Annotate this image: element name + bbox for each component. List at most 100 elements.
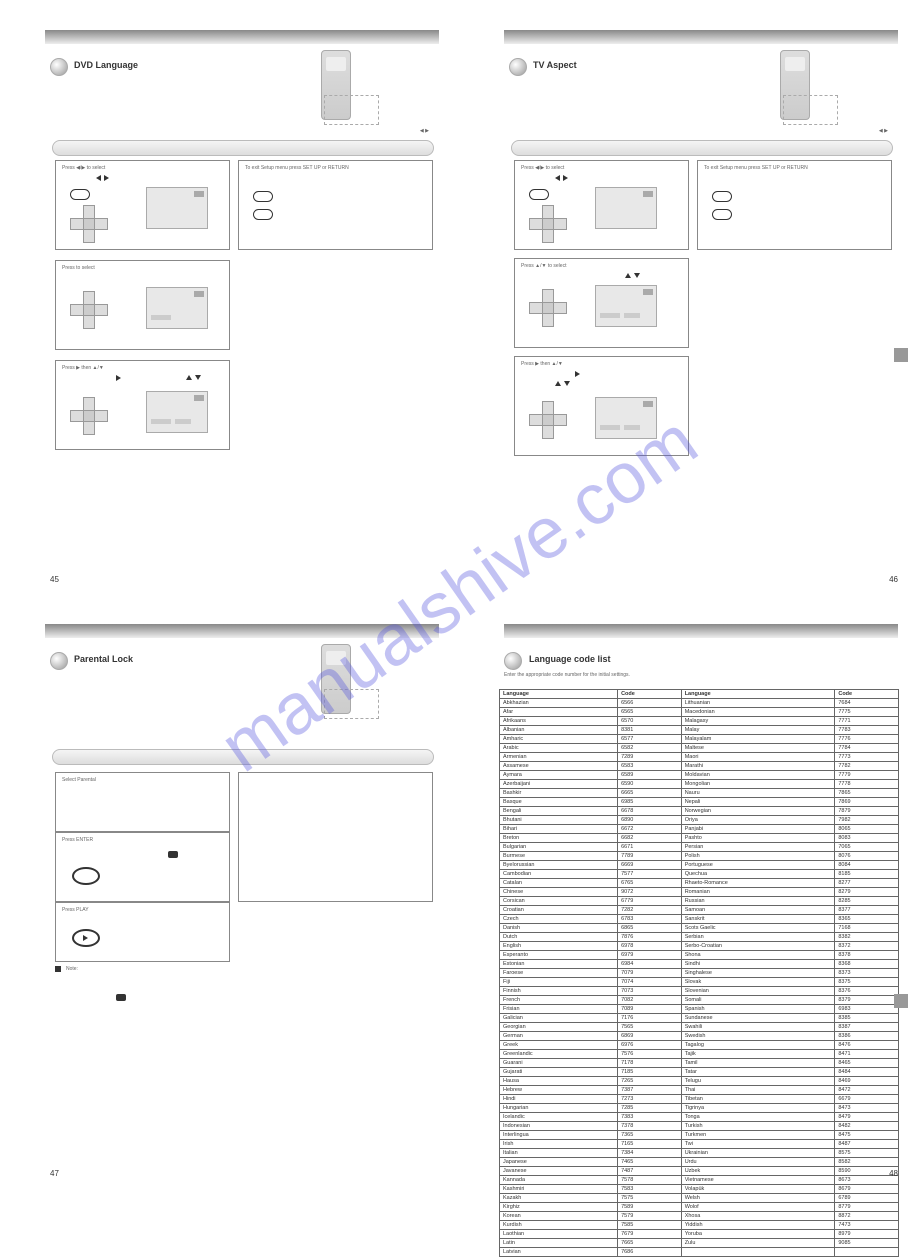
table-row: Estonian6984Sindhi8368	[500, 960, 899, 969]
table-cell: Wolof	[681, 1203, 835, 1212]
table-row: Afar6565Macedonian7775	[500, 708, 899, 717]
table-cell: Thai	[681, 1086, 835, 1095]
table-cell: 6865	[618, 924, 682, 933]
table-cell: 6869	[618, 1032, 682, 1041]
table-cell: Quechua	[681, 870, 835, 879]
arrows	[555, 175, 568, 183]
step1-label: Select Parental	[62, 777, 96, 783]
table-cell: 6765	[618, 879, 682, 888]
exit-label: To exit Setup menu press SET UP or RETUR…	[245, 165, 349, 171]
table-row: Latin7665Zulu9085	[500, 1239, 899, 1248]
table-cell: Korean	[500, 1212, 618, 1221]
step2-label: Press to select	[62, 265, 95, 271]
table-cell: Catalan	[500, 879, 618, 888]
section-pill	[511, 140, 893, 156]
table-cell: Swahili	[681, 1023, 835, 1032]
table-cell: Sindhi	[681, 960, 835, 969]
table-cell: Bashkir	[500, 789, 618, 798]
table-cell: 7575	[618, 1194, 682, 1203]
page-top-right: TV Aspect ◀ ▶ Press ◀/▶ to select To exi…	[459, 0, 918, 594]
table-cell: 7578	[618, 1176, 682, 1185]
table-cell: 8375	[835, 978, 899, 987]
arrow-label: ◀ ▶	[879, 128, 888, 134]
table-cell: Yiddish	[681, 1221, 835, 1230]
table-cell: Cambodian	[500, 870, 618, 879]
table-cell: Latin	[500, 1239, 618, 1248]
table-cell: Corsican	[500, 897, 618, 906]
dpad-icon	[529, 205, 567, 243]
table-row: Kazakh7575Welsh6789	[500, 1194, 899, 1203]
exit-box: To exit Setup menu press SET UP or RETUR…	[697, 160, 892, 250]
table-cell: 6679	[835, 1095, 899, 1104]
table-cell: 8465	[835, 1059, 899, 1068]
table-cell: Hebrew	[500, 1086, 618, 1095]
table-cell: 6671	[618, 843, 682, 852]
table-cell: 8487	[835, 1140, 899, 1149]
screen-preview	[595, 285, 657, 327]
table-cell: Czech	[500, 915, 618, 924]
note-label: Note:	[66, 966, 78, 972]
button-icon	[70, 189, 90, 200]
table-cell: 7684	[835, 699, 899, 708]
table-cell: Portuguese	[681, 861, 835, 870]
dpad-icon	[70, 205, 108, 243]
section-icon	[50, 58, 68, 76]
section-title: Parental Lock	[74, 654, 133, 664]
table-cell: Telugu	[681, 1077, 835, 1086]
table-cell: Malagasy	[681, 717, 835, 726]
page-number: 47	[50, 1169, 59, 1178]
table-cell: 6678	[618, 807, 682, 816]
table-cell: Aymara	[500, 771, 618, 780]
table-cell: Serbo-Croatian	[681, 942, 835, 951]
table-cell: Tibetan	[681, 1095, 835, 1104]
table-cell: 9072	[618, 888, 682, 897]
screen-preview	[595, 187, 657, 229]
header-bar	[45, 624, 439, 638]
table-row: Hebrew7387Thai8472	[500, 1086, 899, 1095]
table-cell: Malay	[681, 726, 835, 735]
table-cell: Esperanto	[500, 951, 618, 960]
table-cell: Marathi	[681, 762, 835, 771]
table-row: Bashkir6665Nauru7865	[500, 789, 899, 798]
table-cell: Romanian	[681, 888, 835, 897]
table-cell: 8387	[835, 1023, 899, 1032]
table-intro: Enter the appropriate code number for th…	[504, 672, 630, 678]
table-cell: Moldavian	[681, 771, 835, 780]
exit-box: To exit Setup menu press SET UP or RETUR…	[238, 160, 433, 250]
table-cell: Gujarati	[500, 1068, 618, 1077]
table-cell: 7665	[618, 1239, 682, 1248]
table-cell: 6669	[618, 861, 682, 870]
table-cell: 6577	[618, 735, 682, 744]
table-body: Abkhazian6566Lithuanian7684Afar6565Maced…	[500, 699, 899, 1257]
table-row: Assamese6583Marathi7782	[500, 762, 899, 771]
table-row: Greek6976Tagalog8476	[500, 1041, 899, 1050]
table-cell: 8472	[835, 1086, 899, 1095]
table-cell: 7778	[835, 780, 899, 789]
section-pill	[52, 140, 434, 156]
table-row: Czech6783Sanskrit8365	[500, 915, 899, 924]
table-cell: Slovak	[681, 978, 835, 987]
table-cell: Greek	[500, 1041, 618, 1050]
table-cell: 7577	[618, 870, 682, 879]
screen-preview	[595, 397, 657, 439]
table-cell: 7779	[835, 771, 899, 780]
section-icon	[504, 652, 522, 670]
table-cell: Afar	[500, 708, 618, 717]
table-row: Japanese7465Urdu8582	[500, 1158, 899, 1167]
table-row: Corsican6779Russian8285	[500, 897, 899, 906]
table-cell: Russian	[681, 897, 835, 906]
table-cell: Armenian	[500, 753, 618, 762]
table-cell: 7773	[835, 753, 899, 762]
table-cell: 7465	[618, 1158, 682, 1167]
table-row: Galician7176Sundanese8385	[500, 1014, 899, 1023]
table-cell: 7285	[618, 1104, 682, 1113]
table-cell: 7265	[618, 1077, 682, 1086]
table-row: Hungarian7285Tigrinya8473	[500, 1104, 899, 1113]
table-cell: Fiji	[500, 978, 618, 987]
table-cell: 7185	[618, 1068, 682, 1077]
table-cell: Hindi	[500, 1095, 618, 1104]
table-cell: Macedonian	[681, 708, 835, 717]
table-cell: 8084	[835, 861, 899, 870]
dpad-icon	[70, 397, 108, 435]
arrow-r	[116, 375, 121, 383]
